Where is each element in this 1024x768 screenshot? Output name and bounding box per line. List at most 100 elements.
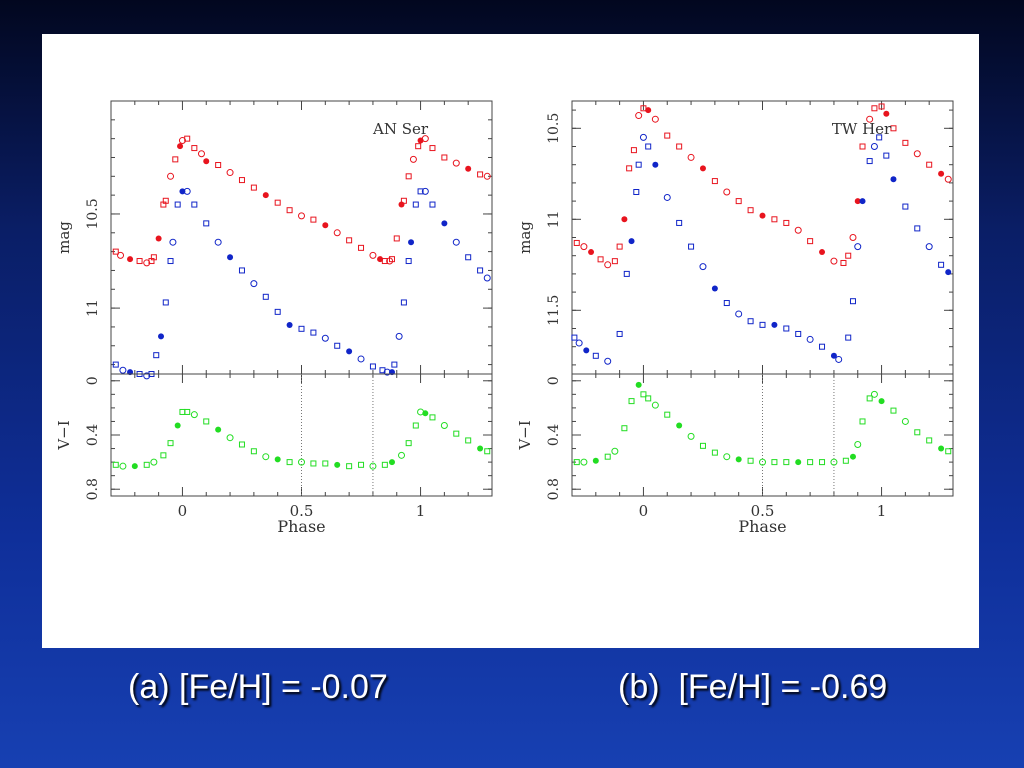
blue-data-point	[633, 189, 640, 195]
red-data-point	[117, 251, 125, 259]
red-data-point	[630, 147, 637, 154]
y-tick-label: 0.8	[546, 478, 562, 500]
green-data-point	[842, 457, 849, 464]
red-data-point	[136, 258, 143, 265]
y-tick-label: 0.4	[546, 424, 562, 446]
x-tick-label: 0.5	[751, 502, 775, 520]
blue-data-point	[227, 254, 234, 261]
red-data-point	[203, 158, 210, 165]
blue-data-point	[357, 355, 365, 363]
red-data-point	[381, 258, 388, 265]
green-data-point	[150, 458, 158, 466]
red-data-point	[477, 171, 484, 178]
red-data-point	[840, 259, 847, 266]
figure-panel: 10.5 11 mag 0 0.4 0.8 V−I 0 0.5 1 Phase AN Ser 10.5 1…	[42, 34, 979, 648]
blue-data-point	[759, 321, 766, 328]
blue-data-point	[298, 325, 305, 332]
red-data-point	[238, 177, 245, 184]
blue-data-point	[477, 267, 484, 274]
x-axis-label: Phase	[738, 517, 786, 536]
y-tick-label: 11.5	[546, 295, 562, 326]
red-data-point	[621, 216, 628, 223]
green-data-point	[226, 434, 234, 442]
red-data-point	[400, 197, 407, 204]
red-data-point	[794, 226, 802, 234]
green-data-point	[621, 425, 628, 432]
blue-data-point	[417, 188, 424, 195]
red-data-point	[346, 237, 353, 244]
blue-data-point	[310, 329, 317, 336]
blue-data-point	[783, 325, 790, 332]
blue-data-point	[250, 280, 258, 288]
red-data-point	[819, 249, 826, 256]
blue-data-point	[723, 300, 730, 307]
red-data-point	[162, 197, 169, 204]
red-data-point	[369, 251, 377, 259]
red-data-point	[143, 259, 151, 267]
green-data-point	[807, 459, 814, 466]
y-axis-label: V−I	[516, 420, 534, 450]
red-data-point	[409, 155, 417, 163]
green-data-point	[477, 445, 484, 452]
blue-data-point	[238, 267, 245, 274]
red-data-point	[333, 229, 341, 237]
red-data-point	[377, 256, 384, 263]
green-data-point	[238, 441, 245, 448]
red-data-point	[849, 234, 857, 241]
red-data-point	[167, 172, 175, 180]
green-data-point	[604, 453, 611, 460]
red-data-point	[723, 188, 731, 196]
red-data-point	[871, 105, 878, 112]
blue-data-point	[583, 347, 590, 354]
red-data-point	[883, 110, 890, 117]
green-data-point	[334, 461, 341, 468]
green-data-point	[184, 408, 191, 415]
blue-data-point	[645, 143, 652, 150]
green-data-point	[866, 395, 873, 402]
blue-data-point	[688, 243, 695, 250]
red-data-point	[878, 103, 885, 110]
green-data-point	[699, 442, 706, 449]
green-data-point	[346, 463, 353, 470]
blue-data-point	[870, 143, 878, 150]
y-axis-label: V−I	[55, 420, 73, 450]
blue-data-point	[635, 161, 642, 168]
red-data-point	[191, 145, 198, 152]
x-tick-label: 0.5	[290, 502, 314, 520]
blue-data-point	[711, 285, 718, 292]
blue-data-point	[639, 133, 647, 141]
green-data-point	[854, 440, 862, 448]
blue-data-point	[214, 238, 222, 246]
green-data-point	[262, 453, 270, 461]
red-data-point	[597, 256, 604, 263]
blue-data-point	[421, 187, 429, 195]
blue-data-point	[859, 198, 866, 205]
green-data-point	[723, 453, 731, 461]
blue-data-point	[571, 334, 578, 341]
blue-data-point	[391, 361, 398, 368]
green-data-point	[167, 440, 174, 447]
y-tick-label: 10.5	[85, 198, 101, 229]
red-data-point	[393, 235, 400, 242]
blue-data-point	[119, 366, 127, 374]
red-data-point	[429, 145, 436, 152]
red-data-point	[286, 207, 293, 214]
red-data-point	[687, 153, 695, 161]
blue-data-point	[835, 355, 843, 363]
green-data-point	[890, 407, 897, 414]
green-data-point	[747, 457, 754, 464]
blue-data-point	[334, 342, 341, 349]
red-data-point	[452, 159, 460, 167]
blue-data-point	[699, 263, 707, 271]
red-data-point	[573, 239, 580, 246]
green-data-point	[440, 422, 448, 430]
red-data-point	[699, 165, 706, 172]
blue-data-point	[806, 335, 814, 343]
red-data-point	[197, 150, 205, 158]
green-data-point	[429, 414, 436, 421]
blue-data-point	[286, 322, 293, 329]
red-data-point	[155, 235, 162, 242]
blue-data-point	[169, 238, 177, 246]
green-data-point	[143, 461, 150, 468]
